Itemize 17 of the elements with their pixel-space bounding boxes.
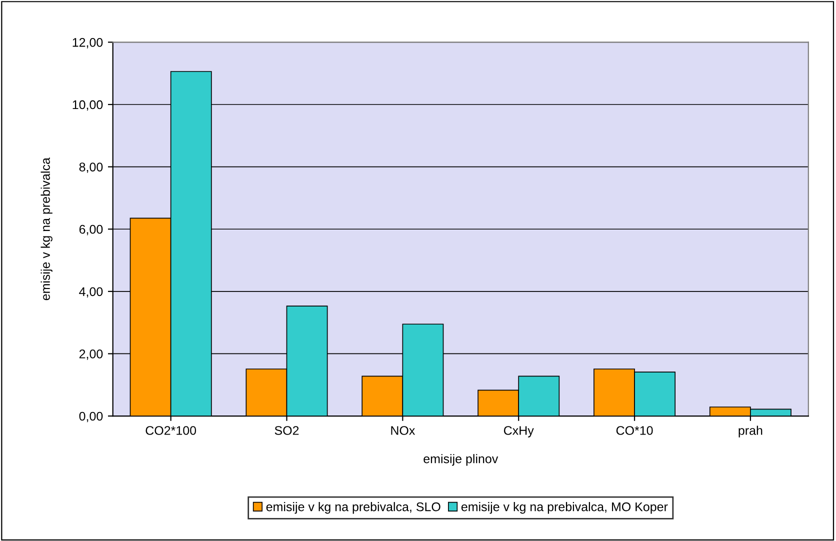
y-axis-title: emisije v kg na prebivalca: [40, 158, 52, 300]
y-tick-label: 0,00: [79, 412, 103, 422]
x-tick-label: CO2*100: [146, 426, 196, 435]
x-axis-title: emisije plinov: [424, 454, 498, 466]
y-tick-label: 10,00: [72, 100, 103, 111]
legend-label: emisije v kg na prebivalca, SLO: [266, 502, 440, 514]
x-tick-label: prah: [738, 426, 762, 438]
x-tick-label: CO*10: [616, 426, 653, 435]
y-tick-label: 8,00: [79, 162, 103, 173]
x-tick-label: CxHy: [504, 426, 534, 438]
x-tick-label: SO2: [274, 426, 299, 435]
legend-label: emisije v kg na prebivalca, MO Koper: [461, 502, 668, 514]
y-tick-label: 12,00: [72, 38, 103, 48]
y-tick-label: 2,00: [79, 350, 103, 360]
y-tick-label: 6,00: [79, 224, 103, 236]
y-tick-label: 4,00: [79, 287, 103, 298]
x-tick-label: NOx: [391, 426, 416, 435]
